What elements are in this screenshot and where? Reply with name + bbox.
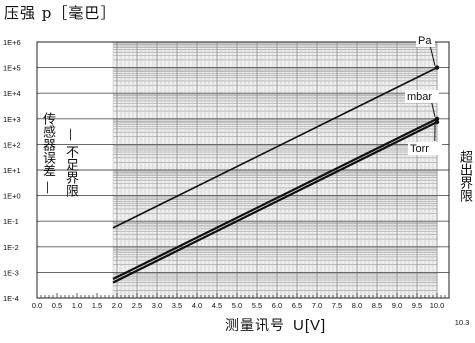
series-end-torr <box>434 119 440 125</box>
series-label-mbar: mbar <box>407 91 432 103</box>
x-tick-label: 0.5 <box>52 301 62 310</box>
y-tick-label: 1E+1 <box>3 166 21 175</box>
x-tick-label: 4.5 <box>212 301 222 310</box>
x-tick-label: 4.0 <box>192 301 202 310</box>
series-label-bg <box>405 90 439 103</box>
x-tick-label: 1.0 <box>72 301 82 310</box>
x-tick-label: 3.0 <box>152 301 162 310</box>
grid <box>37 42 449 298</box>
y-tick-label: 1E+3 <box>3 115 21 124</box>
series-lines: Pa mbar Torr <box>112 34 442 284</box>
x-tick-label: 6.5 <box>292 301 302 310</box>
x-tick-label: 8.0 <box>352 301 362 310</box>
series-end-pa <box>434 65 440 70</box>
tick-labels: 1E-4 1E-3 1E-2 1E-1 1E+0 1E+1 1E+2 1E+3 1E+4 1E+5… <box>3 38 469 327</box>
y-tick-label: 1E-1 <box>3 217 19 226</box>
series-leader-mbar <box>431 102 436 117</box>
x-tick-label: 9.5 <box>412 301 422 310</box>
series-line-mbar <box>112 117 438 281</box>
x-axis-unit: U[V] <box>293 317 327 334</box>
series-label-bg <box>416 34 435 47</box>
x-tick-label: 10.0 <box>430 301 445 310</box>
series-line-torr <box>112 121 438 284</box>
y-tick-label: 1E-3 <box>3 268 19 277</box>
series-label-bg <box>408 142 442 155</box>
y-tick-label: 1E+2 <box>3 140 21 149</box>
sensor-error-annotation: 传感器误差— <box>40 112 55 194</box>
y-axis-title: 压强 p［毫巴］ <box>4 4 117 22</box>
x-tick-label: 7.5 <box>332 301 342 310</box>
x-tick-label: 8.5 <box>372 301 382 310</box>
x-axis-title: 测量讯号 U[V] <box>225 317 327 334</box>
series-line-pa <box>112 66 438 229</box>
x-tick-label: 3.5 <box>172 301 182 310</box>
x-tick-label: 2.5 <box>132 301 142 310</box>
series-label-torr: Torr <box>410 143 429 155</box>
series-leader-pa <box>429 46 436 66</box>
plot-frame <box>36 41 450 299</box>
y-tick-label: 1E+4 <box>3 89 21 98</box>
y-tick-label: 1E+5 <box>3 64 21 73</box>
x-tick-label: 6.0 <box>272 301 282 310</box>
x-tick-label: 1.5 <box>92 301 102 310</box>
y-tick-label: 1E-2 <box>3 243 19 252</box>
x-tick-label: 7.0 <box>312 301 322 310</box>
series-end-mbar <box>434 116 440 122</box>
x-tick-label: 5.0 <box>232 301 242 310</box>
x-tick-label: 0.0 <box>32 301 42 310</box>
under-limit-annotation: —不足界限 <box>63 128 78 197</box>
plot-border <box>36 41 450 299</box>
x-tick-label: 9.0 <box>392 301 402 310</box>
x-tick-label: 5.5 <box>252 301 262 310</box>
series-label-pa: Pa <box>418 35 432 47</box>
x-max-label: 10.3 <box>455 318 470 327</box>
y-tick-label: 1E+6 <box>3 38 21 47</box>
x-tick-label: 2.0 <box>112 301 122 310</box>
over-limit-annotation: 超出界限 <box>457 150 472 202</box>
y-tick-label: 1E+0 <box>3 192 21 201</box>
y-tick-label: 1E-4 <box>3 294 19 303</box>
